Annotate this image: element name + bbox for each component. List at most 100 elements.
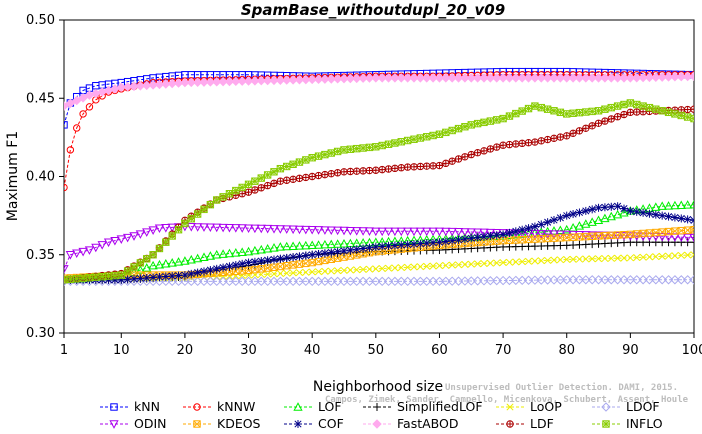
point-fastabod bbox=[186, 77, 196, 88]
point-fastabod bbox=[326, 74, 336, 84]
point-loop bbox=[493, 259, 501, 267]
point-loop bbox=[518, 258, 526, 266]
point-cof bbox=[448, 236, 457, 245]
point-ldf bbox=[283, 176, 291, 184]
point-lof bbox=[275, 242, 286, 251]
plot-area bbox=[63, 19, 695, 334]
point-inflo bbox=[664, 108, 673, 117]
point-odin bbox=[256, 224, 266, 234]
point-inflo bbox=[582, 108, 590, 116]
point-ldof bbox=[600, 275, 610, 285]
point-fastabod bbox=[492, 73, 502, 83]
point-fastabod bbox=[682, 71, 693, 82]
point-inflo bbox=[340, 146, 348, 154]
point-odin bbox=[205, 223, 216, 233]
point-inflo bbox=[276, 164, 285, 173]
point-ldf bbox=[556, 133, 565, 141]
point-ldf bbox=[435, 161, 444, 170]
point-cof bbox=[238, 259, 247, 268]
point-loop bbox=[448, 261, 456, 269]
point-fastabod bbox=[180, 77, 190, 88]
point-ldof bbox=[651, 275, 661, 285]
point-cof bbox=[480, 232, 488, 241]
point-loop bbox=[378, 264, 386, 273]
point-ldf bbox=[512, 140, 520, 148]
point-ldof bbox=[434, 276, 445, 287]
point-ldof bbox=[504, 275, 515, 286]
point-ldof bbox=[192, 276, 203, 287]
point-lof bbox=[301, 240, 311, 250]
point-cof bbox=[486, 231, 495, 240]
point-loop bbox=[524, 257, 533, 265]
point-cof bbox=[206, 266, 215, 275]
point-loop bbox=[416, 263, 424, 271]
point-lof bbox=[326, 239, 336, 249]
point-ldf bbox=[321, 170, 329, 179]
point-ldof bbox=[180, 276, 190, 287]
legend-marker bbox=[110, 403, 118, 411]
point-ldf bbox=[403, 163, 412, 171]
point-ldof bbox=[453, 276, 464, 286]
point-ldf bbox=[575, 127, 584, 135]
point-ldof bbox=[256, 276, 266, 287]
point-lof bbox=[262, 243, 273, 253]
point-inflo bbox=[244, 180, 253, 189]
legend-marker bbox=[506, 420, 514, 428]
point-cof bbox=[556, 213, 565, 222]
point-ldf bbox=[257, 184, 265, 192]
point-inflo bbox=[270, 168, 278, 176]
point-ldof bbox=[612, 275, 623, 285]
point-cof bbox=[263, 256, 272, 265]
legend-item-cof: COF bbox=[284, 416, 344, 431]
point-cof bbox=[492, 231, 501, 240]
point-ldof bbox=[262, 276, 273, 287]
series-line-lof bbox=[64, 204, 694, 281]
point-odin bbox=[129, 232, 139, 241]
point-lof bbox=[294, 241, 305, 250]
point-ldf bbox=[524, 138, 533, 147]
point-lof bbox=[231, 248, 241, 257]
point-fastabod bbox=[689, 71, 694, 82]
point-ldof bbox=[301, 276, 311, 287]
point-cof bbox=[282, 253, 291, 262]
point-odin bbox=[231, 224, 241, 233]
point-inflo bbox=[187, 215, 195, 223]
point-loop bbox=[302, 268, 310, 276]
point-inflo bbox=[92, 273, 100, 281]
point-ldf bbox=[601, 117, 609, 125]
series-lof bbox=[64, 199, 694, 284]
point-cof bbox=[613, 202, 622, 211]
point-cof bbox=[219, 263, 228, 272]
point-lof bbox=[256, 244, 266, 254]
legend-marker bbox=[373, 403, 381, 411]
legend-item-ldf: LDF bbox=[496, 416, 554, 431]
point-fastabod bbox=[568, 73, 578, 83]
legend-item-inflo: INFLO bbox=[592, 416, 663, 431]
x-tick-label: 90 bbox=[622, 343, 639, 358]
point-ldof bbox=[638, 275, 648, 285]
point-inflo bbox=[384, 140, 393, 148]
point-odin bbox=[332, 226, 343, 236]
point-lof bbox=[593, 215, 604, 225]
point-loop bbox=[537, 257, 545, 265]
point-cof bbox=[289, 253, 298, 262]
point-fastabod bbox=[651, 72, 661, 82]
legend: kNN kNNW LOF SimplifiedLOF LoOP LDOF ODIN KDEOS… bbox=[100, 399, 663, 431]
point-ldf bbox=[486, 145, 495, 153]
point-inflo bbox=[512, 109, 520, 118]
point-odin bbox=[91, 243, 101, 253]
point-fastabod bbox=[549, 73, 559, 83]
point-fastabod bbox=[243, 76, 254, 86]
point-cof bbox=[581, 206, 590, 215]
point-odin bbox=[135, 230, 146, 239]
point-odin bbox=[307, 226, 317, 235]
point-loop bbox=[295, 269, 304, 277]
point-ldof bbox=[663, 275, 674, 285]
point-ldf bbox=[473, 149, 482, 157]
point-cof bbox=[664, 212, 673, 221]
point-fastabod bbox=[447, 73, 457, 83]
legend-marker bbox=[506, 403, 514, 411]
x-tick-label: 100 bbox=[682, 343, 702, 358]
point-fastabod bbox=[294, 75, 305, 85]
y-tick-label: 0.35 bbox=[26, 248, 55, 263]
